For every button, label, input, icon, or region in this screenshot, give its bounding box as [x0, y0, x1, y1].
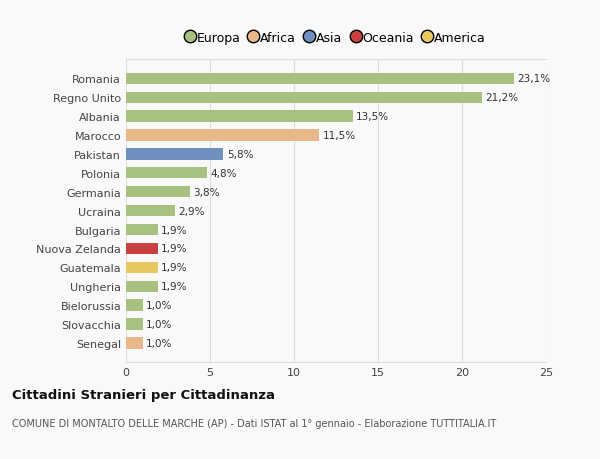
Text: 1,9%: 1,9%: [161, 244, 188, 254]
Bar: [126, 206, 175, 217]
Bar: [126, 337, 143, 349]
Bar: [126, 73, 514, 85]
Bar: [126, 149, 223, 160]
Bar: [126, 92, 482, 104]
Text: Cittadini Stranieri per Cittadinanza: Cittadini Stranieri per Cittadinanza: [12, 388, 275, 401]
Text: 2,9%: 2,9%: [178, 206, 205, 216]
Bar: [126, 300, 143, 311]
Bar: [126, 319, 143, 330]
Bar: [126, 168, 206, 179]
Bar: [126, 262, 158, 274]
Text: 1,9%: 1,9%: [161, 225, 188, 235]
Bar: [126, 187, 190, 198]
Bar: [126, 224, 158, 235]
Text: 23,1%: 23,1%: [517, 74, 551, 84]
Text: 1,9%: 1,9%: [161, 263, 188, 273]
Text: 1,0%: 1,0%: [146, 338, 173, 348]
Text: 21,2%: 21,2%: [485, 93, 518, 103]
Text: COMUNE DI MONTALTO DELLE MARCHE (AP) - Dati ISTAT al 1° gennaio - Elaborazione T: COMUNE DI MONTALTO DELLE MARCHE (AP) - D…: [12, 418, 496, 428]
Legend: Europa, Africa, Asia, Oceania, America: Europa, Africa, Asia, Oceania, America: [181, 27, 491, 50]
Text: 4,8%: 4,8%: [210, 168, 236, 179]
Text: 11,5%: 11,5%: [323, 131, 356, 140]
Bar: [126, 243, 158, 255]
Bar: [126, 281, 158, 292]
Bar: [126, 130, 319, 141]
Text: 1,0%: 1,0%: [146, 301, 173, 310]
Text: 13,5%: 13,5%: [356, 112, 389, 122]
Text: 1,0%: 1,0%: [146, 319, 173, 329]
Text: 1,9%: 1,9%: [161, 282, 188, 291]
Text: 3,8%: 3,8%: [193, 187, 220, 197]
Text: 5,8%: 5,8%: [227, 150, 253, 160]
Bar: [126, 111, 353, 123]
